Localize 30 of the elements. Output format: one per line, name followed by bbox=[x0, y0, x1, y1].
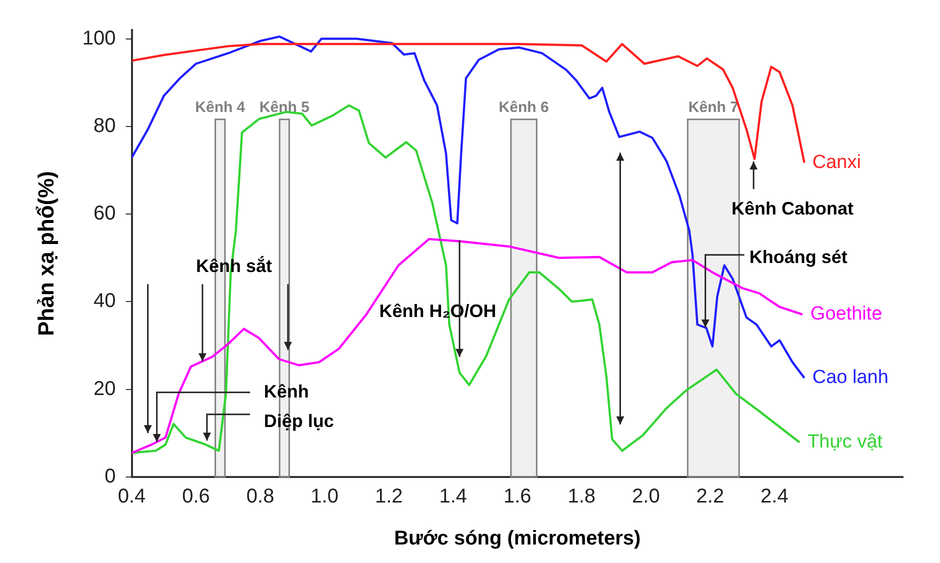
annotation: Kênh Cabonat bbox=[731, 198, 854, 219]
series-label: Cao lanh bbox=[812, 367, 888, 388]
y-tick-label: 20 bbox=[94, 378, 116, 400]
y-tick-label: 100 bbox=[82, 27, 116, 50]
band-label: Kênh 4 bbox=[195, 99, 246, 116]
x-tick-label: 2.2 bbox=[696, 486, 724, 508]
annotation: Kênh bbox=[264, 381, 309, 402]
series-label: Thực vật bbox=[808, 432, 884, 453]
y-tick-label: 60 bbox=[94, 202, 116, 225]
band-label: Kênh 6 bbox=[498, 99, 549, 116]
y-tick-label: 0 bbox=[104, 466, 116, 488]
x-axis-title: Bước sóng (micrometers) bbox=[394, 528, 641, 550]
series-label: Goethite bbox=[810, 304, 882, 325]
y-tick-label: 80 bbox=[94, 114, 116, 137]
x-tick-label: 1.6 bbox=[503, 486, 532, 508]
y-axis-title: Phản xạ phổ(%) bbox=[33, 170, 58, 336]
band-label: Kênh 5 bbox=[259, 99, 310, 116]
annotation: Diệp lục bbox=[264, 410, 334, 431]
x-tick-label: 1.4 bbox=[439, 486, 468, 508]
x-tick-label: 0.6 bbox=[182, 486, 210, 508]
series-label: Canxi bbox=[812, 152, 861, 174]
x-tick-label: 0.4 bbox=[118, 486, 146, 508]
x-tick-label: 2.4 bbox=[760, 486, 788, 508]
x-tick-label: 2.0 bbox=[632, 486, 660, 508]
x-tick-label: 0.8 bbox=[246, 486, 274, 508]
annotation: Khoáng sét bbox=[749, 246, 848, 267]
x-tick-label: 1.8 bbox=[568, 486, 596, 508]
x-tick-label: 1.0 bbox=[310, 486, 338, 508]
x-tick-label: 1.2 bbox=[374, 486, 403, 508]
y-tick-label: 40 bbox=[94, 290, 116, 312]
